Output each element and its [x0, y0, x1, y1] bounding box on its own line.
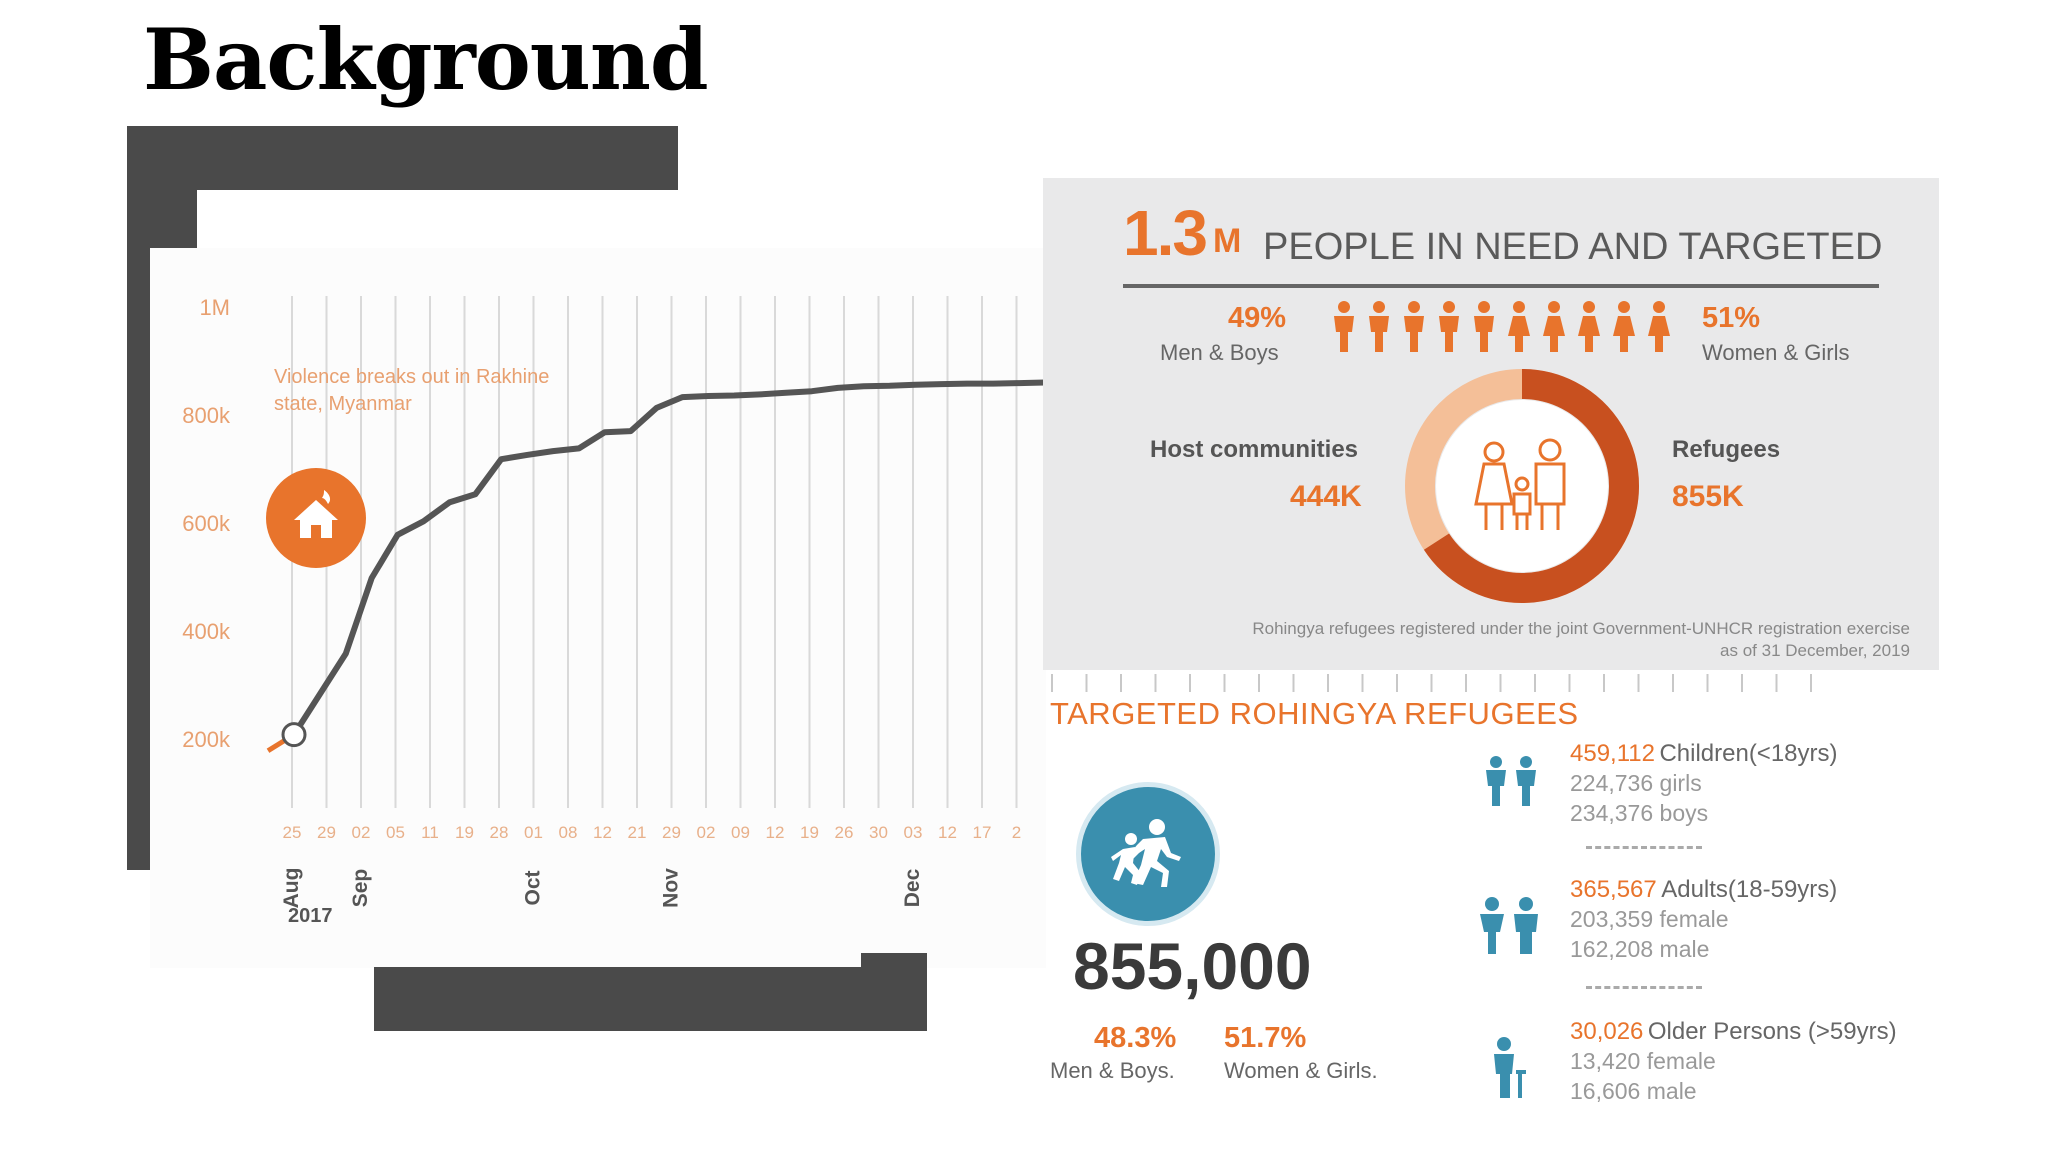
refugee-women-girls-pct: 51.7%: [1224, 1022, 1307, 1054]
family-icon: [1474, 438, 1566, 530]
children-girls: 224,736 girls: [1570, 770, 1702, 796]
children-label: Children(<18yrs): [1659, 740, 1838, 767]
children-icon: [1486, 756, 1536, 806]
men-boys-label: Men & Boys: [1160, 340, 1279, 365]
x-tick-label: 08: [559, 823, 578, 842]
month-label: Nov: [660, 868, 683, 908]
bottom-dark-tab: [861, 953, 927, 971]
female-person-icon: [1543, 301, 1565, 352]
x-tick-label: 29: [317, 823, 336, 842]
total-label: PEOPLE IN NEED AND TARGETED: [1263, 226, 1883, 268]
male-person-icon: [1404, 301, 1424, 352]
female-person-icon: [1648, 301, 1670, 352]
population-donut: [1405, 369, 1639, 603]
decorative-tick-row: [1051, 674, 1812, 692]
x-tick-label: 19: [455, 823, 474, 842]
bottom-dark-bar: [374, 967, 927, 1031]
men-boys-pct: 49%: [1228, 302, 1287, 334]
total-unit: M: [1213, 222, 1242, 260]
running-people-icon: [1076, 782, 1220, 926]
x-tick-label: 09: [731, 823, 750, 842]
older-number: 30,026: [1570, 1018, 1644, 1045]
x-tick-label: 30: [869, 823, 888, 842]
adults-male: 162,208 male: [1570, 936, 1710, 962]
older-persons-icon: [1494, 1037, 1526, 1098]
x-tick-label: 2: [1012, 823, 1021, 842]
refugee-women-girls-label: Women & Girls.: [1224, 1058, 1378, 1083]
x-tick-label: 21: [628, 823, 647, 842]
registration-note: Rohingya refugees registered under the j…: [1252, 619, 1910, 660]
total-number: 1.3: [1123, 197, 1208, 269]
adults-label: Adults(18-59yrs): [1661, 876, 1838, 903]
x-tick-label: 05: [386, 823, 405, 842]
people-icons-row: [1334, 301, 1670, 352]
refugees-label: Refugees: [1672, 436, 1781, 463]
x-tick-label: 02: [697, 823, 716, 842]
host-communities-label: Host communities: [1150, 436, 1359, 463]
host-communities-value: 444K: [1290, 480, 1362, 513]
x-tick-label: 12: [766, 823, 785, 842]
month-label: Oct: [522, 870, 545, 905]
refugees-value: 855K: [1672, 480, 1744, 513]
older-header: 30,026 Older Persons (>59yrs): [1570, 1018, 1897, 1046]
x-tick-label: 17: [973, 823, 992, 842]
y-tick-label: 800k: [182, 403, 231, 428]
year-label: 2017: [288, 905, 333, 927]
adults-icon: [1480, 897, 1538, 954]
x-tick-label: 03: [904, 823, 923, 842]
women-girls-label: Women & Girls: [1702, 340, 1850, 365]
x-tick-label: 02: [352, 823, 371, 842]
x-tick-label: 28: [490, 823, 509, 842]
female-person-icon: [1578, 301, 1600, 352]
male-person-icon: [1369, 301, 1389, 352]
title-underline: [1123, 284, 1879, 288]
y-tick-label: 200k: [182, 727, 231, 752]
female-person-icon: [1613, 301, 1635, 352]
male-person-icon: [1474, 301, 1494, 352]
x-tick-label: 19: [800, 823, 819, 842]
x-tick-label: 12: [938, 823, 957, 842]
children-number: 459,112: [1570, 740, 1655, 767]
series-line: [291, 379, 1046, 737]
older-label: Older Persons (>59yrs): [1647, 1018, 1897, 1045]
chart-annotation: Violence breaks out in Rakhine state, My…: [274, 366, 550, 415]
line-chart-card: 1M 800k 600k 400k 200k 25 29 02 05 11 19 28 01 08 12 21…: [150, 248, 1046, 968]
left-dark-bar: [127, 190, 197, 250]
y-tick-label: 1M: [199, 295, 230, 320]
left-vertical-bar: [127, 250, 151, 870]
female-person-icon: [1508, 301, 1530, 352]
children-header: 459,112 Children(<18yrs): [1570, 740, 1838, 768]
month-label: Dec: [901, 868, 924, 907]
older-female: 13,420 female: [1570, 1048, 1716, 1074]
adults-header: 365,567 Adults(18-59yrs): [1570, 876, 1837, 904]
women-girls-pct: 51%: [1702, 302, 1761, 334]
x-tick-label: 01: [524, 823, 543, 842]
x-tick-label: 26: [835, 823, 854, 842]
divider: [1586, 986, 1702, 989]
y-tick-label: 400k: [182, 619, 231, 644]
x-tick-label: 29: [662, 823, 681, 842]
older-male: 16,606 male: [1570, 1078, 1697, 1104]
refugees-total: 855,000: [1073, 929, 1312, 1003]
x-tick-label: 11: [421, 823, 439, 842]
divider: [1586, 846, 1702, 849]
violence-house-icon: [266, 468, 366, 568]
male-person-icon: [1439, 301, 1459, 352]
targeted-refugees-title: TARGETED ROHINGYA REFUGEES: [1050, 696, 1579, 731]
y-tick-label: 600k: [182, 511, 231, 536]
adults-female: 203,359 female: [1570, 906, 1729, 932]
top-dark-bar: [127, 126, 678, 190]
month-label: Aug: [280, 868, 303, 909]
start-point-marker: [281, 722, 307, 748]
x-tick-label: 25: [283, 823, 302, 842]
children-boys: 234,376 boys: [1570, 800, 1709, 826]
x-tick-label: 12: [593, 823, 612, 842]
refugee-men-boys-label: Men & Boys.: [1050, 1058, 1175, 1083]
month-label: Sep: [349, 869, 372, 908]
male-person-icon: [1334, 301, 1354, 352]
slide-title: Background: [143, 10, 709, 109]
adults-number: 365,567: [1570, 876, 1657, 903]
refugee-men-boys-pct: 48.3%: [1094, 1022, 1177, 1054]
